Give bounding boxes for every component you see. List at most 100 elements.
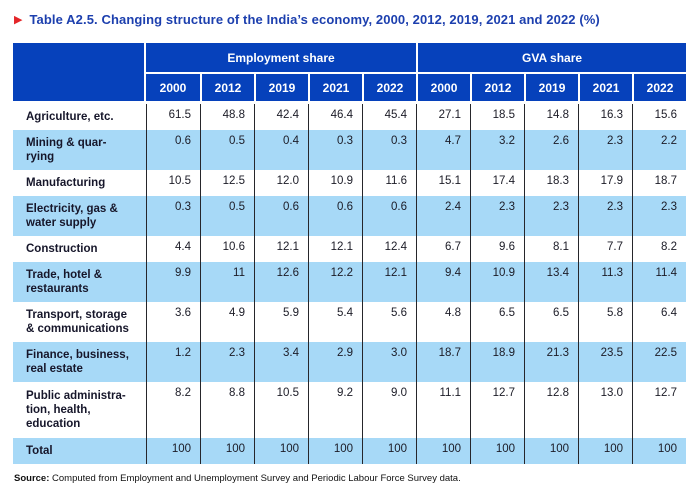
row-label: Transport, storage & communications (26, 309, 129, 335)
value-cell: 6.5 (524, 302, 578, 342)
year-header-row: 2000 2012 2019 2021 2022 2000 2012 2019 2021 2022 (13, 74, 687, 104)
value-cell: 5.4 (308, 302, 362, 342)
value-cell: 9.4 (416, 262, 470, 302)
value-cell: 9.0 (362, 382, 416, 438)
economy-table: Employment share GVA share 2000 2012 2019 2… (13, 43, 687, 464)
value-cell: 18.7 (632, 170, 686, 196)
value-cell: 5.8 (578, 302, 632, 342)
row-label: Public administra- tion, health, educati… (26, 390, 126, 430)
value-cell: 12.8 (524, 382, 578, 438)
table-row: Electricity, gas & water supply 0.3 0.5 0.6… (13, 196, 687, 236)
value-cell: 100 (416, 438, 470, 464)
value-cell: 3.6 (146, 302, 200, 342)
value-cell: 5.6 (362, 302, 416, 342)
value-cell: 8.8 (200, 382, 254, 438)
group-header-employment: Employment share (146, 43, 417, 74)
value-cell: 10.5 (146, 170, 200, 196)
value-cell: 0.5 (200, 196, 254, 236)
value-cell: 9.6 (470, 236, 524, 262)
value-cell: 10.9 (470, 262, 524, 302)
row-label: Finance, business, real estate (26, 349, 129, 375)
table-row: Total 100 100 100 100 100 100 100 100 100 100 (13, 438, 687, 464)
value-cell: 0.6 (254, 196, 308, 236)
table-row: Finance, business, real estate 1.2 2.3 3.4 2… (13, 342, 687, 382)
value-cell: 8.1 (524, 236, 578, 262)
value-cell: 2.3 (632, 196, 686, 236)
value-cell: 8.2 (632, 236, 686, 262)
year-header-cell: 2022 (362, 74, 417, 104)
value-cell: 45.4 (362, 104, 416, 130)
value-cell: 100 (200, 438, 254, 464)
value-cell: 100 (362, 438, 416, 464)
value-cell: 21.3 (524, 342, 578, 382)
value-cell: 46.4 (308, 104, 362, 130)
value-cell: 100 (254, 438, 308, 464)
value-cell: 23.5 (578, 342, 632, 382)
year-header-cell: 2012 (470, 74, 525, 104)
value-cell: 9.2 (308, 382, 362, 438)
value-cell: 6.5 (470, 302, 524, 342)
value-cell: 2.3 (524, 196, 578, 236)
value-cell: 0.5 (200, 130, 254, 170)
value-cell: 42.4 (254, 104, 308, 130)
table-row: Agriculture, etc. 61.5 48.8 42.4 46.4 45.4 27.… (13, 104, 687, 130)
source-label: Source: (14, 473, 50, 484)
value-cell: 12.7 (632, 382, 686, 438)
value-cell: 6.4 (632, 302, 686, 342)
value-cell: 11.6 (362, 170, 416, 196)
value-cell: 4.8 (416, 302, 470, 342)
value-cell: 4.7 (416, 130, 470, 170)
value-cell: 10.9 (308, 170, 362, 196)
value-cell: 2.2 (632, 130, 686, 170)
value-cell: 2.4 (416, 196, 470, 236)
value-cell: 2.3 (578, 130, 632, 170)
year-header-cell: 2022 (632, 74, 687, 104)
value-cell: 10.5 (254, 382, 308, 438)
value-cell: 15.1 (416, 170, 470, 196)
value-cell: 11 (200, 262, 254, 302)
value-cell: 2.3 (470, 196, 524, 236)
year-header-cell: 2019 (254, 74, 308, 104)
year-header-cell: 2000 (416, 74, 471, 104)
value-cell: 4.4 (146, 236, 200, 262)
title-arrow-icon: ▶ (14, 14, 23, 26)
value-cell: 0.3 (308, 130, 362, 170)
value-cell: 100 (524, 438, 578, 464)
source-note: Source: Computed from Employment and Une… (14, 473, 700, 484)
value-cell: 18.3 (524, 170, 578, 196)
value-cell: 6.7 (416, 236, 470, 262)
value-cell: 11.3 (578, 262, 632, 302)
value-cell: 17.9 (578, 170, 632, 196)
value-cell: 0.3 (146, 196, 200, 236)
year-header-cell: 2000 (146, 74, 200, 104)
value-cell: 48.8 (200, 104, 254, 130)
value-cell: 12.2 (308, 262, 362, 302)
year-header-cell: 2021 (578, 74, 633, 104)
value-cell: 13.0 (578, 382, 632, 438)
year-header-cell: 2019 (524, 74, 579, 104)
row-label: Total (26, 445, 53, 457)
value-cell: 0.6 (146, 130, 200, 170)
value-cell: 3.4 (254, 342, 308, 382)
value-cell: 0.4 (254, 130, 308, 170)
value-cell: 100 (470, 438, 524, 464)
year-header-cell: 2021 (308, 74, 362, 104)
row-label: Agriculture, etc. (26, 111, 114, 123)
value-cell: 12.1 (254, 236, 308, 262)
value-cell: 27.1 (416, 104, 470, 130)
value-cell: 5.9 (254, 302, 308, 342)
table-row: Trade, hotel & restaurants 9.9 11 12.6 12.2 1… (13, 262, 687, 302)
value-cell: 12.7 (470, 382, 524, 438)
group-header-row: Employment share GVA share (13, 43, 687, 104)
value-cell: 18.5 (470, 104, 524, 130)
value-cell: 18.7 (416, 342, 470, 382)
value-cell: 100 (308, 438, 362, 464)
value-cell: 12.1 (362, 262, 416, 302)
row-label: Mining & quar- rying (26, 137, 107, 163)
row-label: Electricity, gas & water supply (26, 203, 118, 229)
value-cell: 100 (578, 438, 632, 464)
row-label: Construction (26, 243, 98, 255)
value-cell: 61.5 (146, 104, 200, 130)
table-row: Transport, storage & communications 3.6 4.… (13, 302, 687, 342)
table-row: Manufacturing 10.5 12.5 12.0 10.9 11.6 15.1 17.… (13, 170, 687, 196)
